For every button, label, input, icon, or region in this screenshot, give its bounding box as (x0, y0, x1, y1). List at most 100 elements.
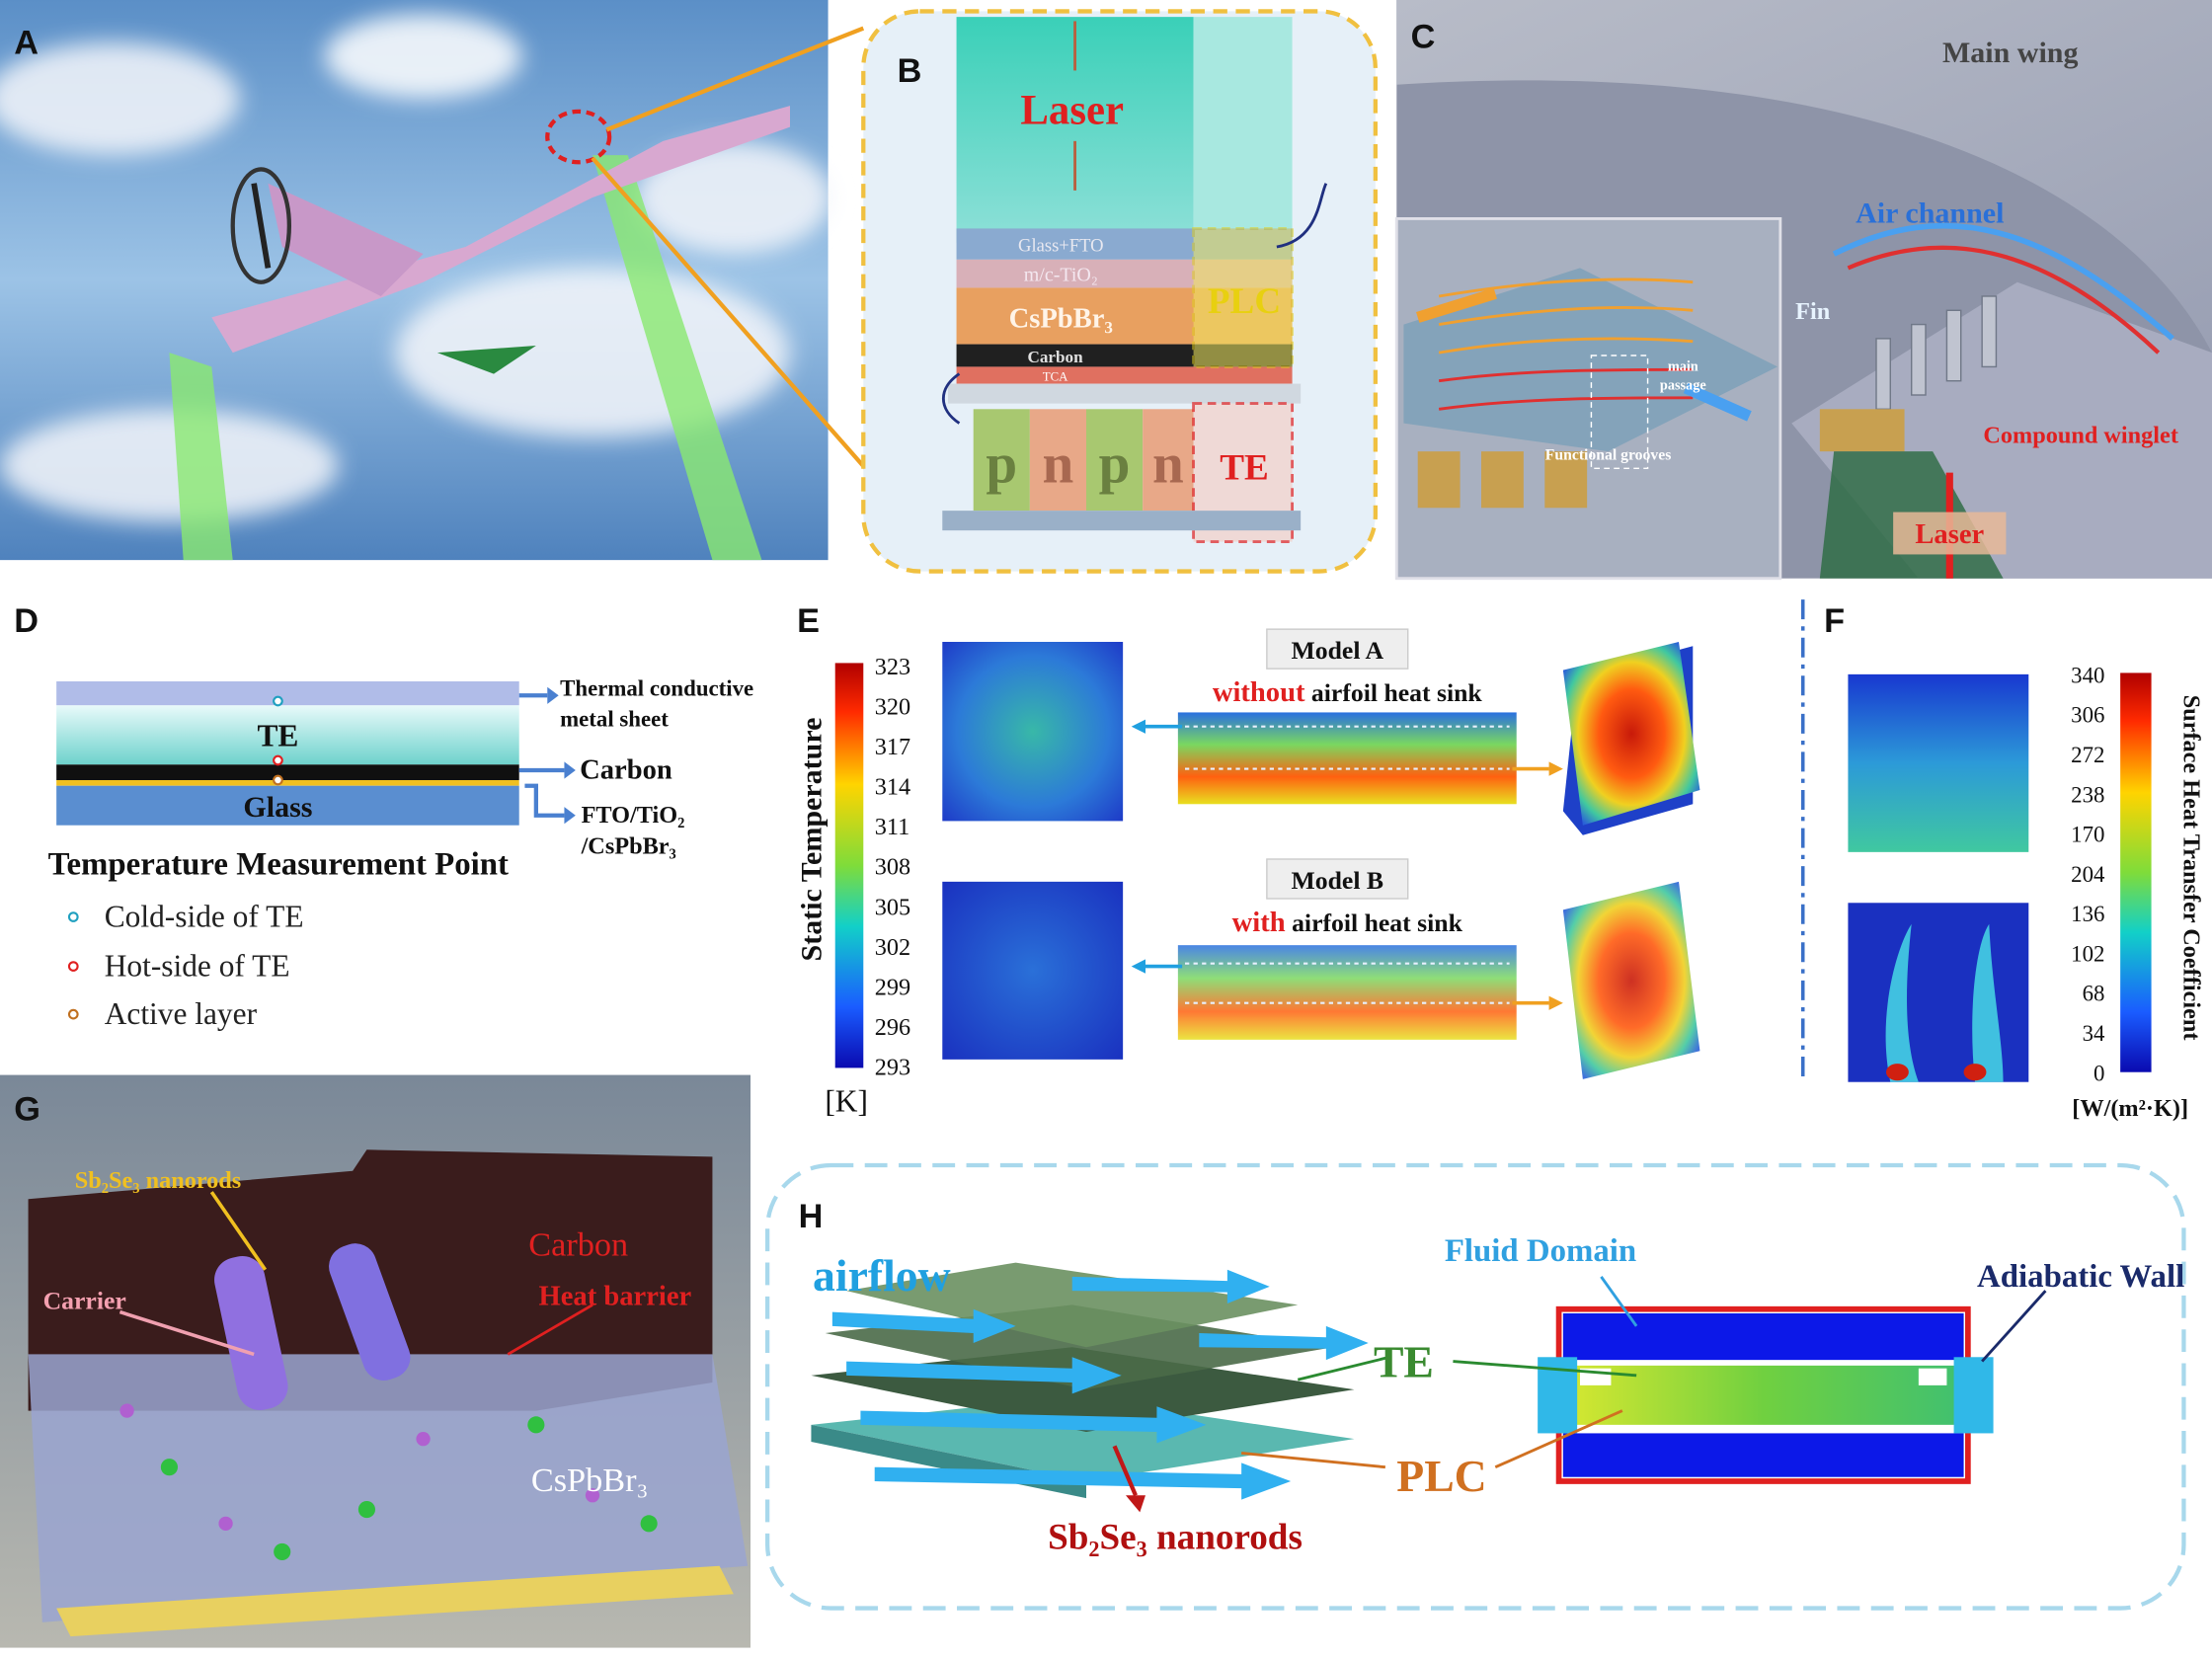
polygon-shape (211, 106, 791, 354)
path-shape (1199, 1325, 1369, 1361)
te-label: TE (1220, 448, 1269, 489)
model-desc: without airfoil heat sink (1213, 677, 1483, 708)
fto-label: /CsPbBr₃ (581, 832, 676, 859)
colorbar-tick-label: 302 (875, 934, 910, 961)
colorbar-tick-label: 204 (2071, 862, 2105, 887)
line-shape (1494, 1409, 1623, 1469)
rect-shape (56, 785, 519, 826)
air-channel-label: Air channel (1856, 198, 2004, 230)
panel-label: E (797, 602, 820, 640)
panel-d: TE Glass Thermal conductive metal sheet … (14, 602, 753, 1031)
colorbar-tick-label: 102 (2071, 941, 2104, 966)
point-label: Cold-side of TE (105, 900, 304, 934)
path-shape (1396, 0, 2212, 354)
line-shape (251, 183, 272, 269)
line-shape (209, 1191, 268, 1271)
polygon-shape (846, 1262, 1299, 1348)
layer-label: Glass+FTO (1018, 235, 1103, 256)
colorbar-tick-label: 293 (875, 1055, 910, 1081)
rect-shape (1893, 512, 2007, 555)
g-shape (1875, 295, 1998, 410)
rect-shape (834, 663, 864, 1068)
panel-e: 323 320 317 314 311 308 305 302 299 296 293 Static… (795, 602, 1700, 1119)
rect-shape (1417, 451, 1461, 509)
colorbar-tick-label: 136 (2071, 902, 2104, 926)
polygon-shape (56, 1565, 734, 1637)
cspbbr3-label: CsPbBr₃ (531, 1462, 649, 1499)
unit-label: [K] (825, 1084, 868, 1119)
layer-label: TCA (1043, 370, 1068, 384)
rect-shape (1029, 409, 1086, 512)
leg-label: p (1099, 434, 1131, 496)
rect-shape (1086, 409, 1144, 512)
colorbar-title: Surface Heat Transfer Coefficient (2177, 695, 2204, 1041)
point-label: Hot-side of TE (105, 949, 290, 984)
path-shape (874, 1462, 1292, 1500)
leg-label: n (1043, 434, 1074, 496)
polygon-shape (169, 353, 233, 561)
panel-label: F (1824, 602, 1845, 640)
unit-label: [W/(m²·K)] (2072, 1095, 2188, 1122)
carbon-label: Carbon (528, 1225, 628, 1263)
fin-label: Fin (1795, 298, 1831, 325)
main-passage-label: passage (1660, 377, 1706, 393)
circle-shape (67, 961, 79, 972)
adiabatic-wall-label: Adiabatic Wall (1977, 1259, 2184, 1295)
path-shape (1071, 1269, 1270, 1304)
metal-sheet-label: Thermal conductive (560, 675, 753, 700)
rect-shape (1918, 1368, 1947, 1385)
g-shape (1512, 761, 1563, 1010)
colorbar-tick-label: 170 (2071, 823, 2104, 847)
colorbar-tick-label: 68 (2083, 982, 2105, 1006)
colorbar-tick-label: 340 (2071, 663, 2104, 687)
circle-shape (585, 1488, 600, 1503)
colorbar-tick-label: 317 (875, 734, 910, 760)
circle-shape (357, 1501, 375, 1519)
rect-shape (942, 881, 1124, 1060)
line-shape (605, 26, 865, 132)
rect-shape (214, 1256, 288, 1410)
panel-label: B (898, 52, 922, 90)
rect-shape (942, 642, 1124, 822)
rect-shape (1562, 1313, 1964, 1361)
rect-shape (1981, 295, 1998, 368)
polygon-shape (436, 346, 536, 374)
rect-shape (1544, 451, 1588, 509)
circle-shape (273, 695, 283, 707)
path-shape (1972, 923, 2004, 1082)
g-shape (1417, 451, 1588, 509)
panel-b: Laser Glass+FTO m/c-TiO₂ CsPbBr₃ Carbon … (861, 9, 1378, 574)
g-shape (1185, 725, 1510, 1004)
airflow-label: airflow (813, 1250, 951, 1301)
line-shape (507, 1304, 593, 1356)
colorbar-tick-label: 0 (2094, 1061, 2104, 1085)
colorbar-tick-label: 311 (875, 814, 909, 840)
fluid-domain-label: Fluid Domain (1445, 1233, 1636, 1269)
carrier-label: Carrier (43, 1287, 126, 1315)
rect-shape (2120, 672, 2152, 1072)
path-shape (1847, 245, 2161, 355)
ellipse-shape (634, 140, 832, 255)
ellipse-shape (0, 409, 339, 522)
rect-shape (1945, 309, 1962, 382)
rect-shape (956, 366, 1293, 384)
rect-shape (948, 383, 1302, 404)
glass-label: Glass (243, 791, 312, 824)
rect-shape (1177, 712, 1517, 805)
path-shape (1276, 183, 1328, 249)
rect-shape (1266, 628, 1409, 670)
circle-shape (416, 1432, 431, 1447)
path-shape (1438, 396, 1694, 411)
ellipse-shape (545, 109, 612, 165)
path-shape (1438, 277, 1694, 298)
nanorods-label: Sb₂Se₃ nanorods (75, 1167, 242, 1194)
rect-shape (1193, 17, 1293, 243)
path-shape (1683, 382, 1752, 422)
path-shape (846, 1357, 1122, 1394)
path-shape (831, 1308, 1016, 1343)
model-name: Model A (1292, 636, 1384, 665)
circle-shape (274, 1542, 291, 1560)
colorbar-tick-label: 296 (875, 1014, 910, 1041)
